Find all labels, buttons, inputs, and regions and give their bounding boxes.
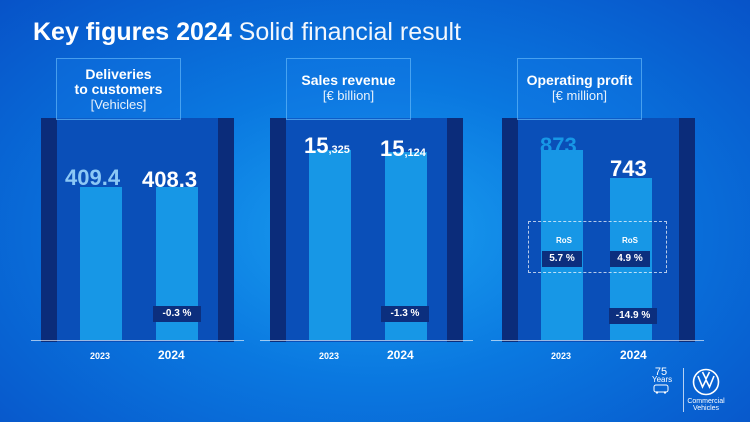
change-revenue: -1.3 % — [381, 306, 429, 322]
vw-logo-icon — [692, 368, 720, 396]
value-revenue-2023: 15,325 — [304, 133, 350, 159]
year-2023-profit: 2023 — [551, 351, 572, 361]
card-deliveries-unit: [Vehicles] — [90, 97, 147, 112]
card-revenue: Sales revenue [€ billion] — [286, 58, 411, 120]
value-revenue-2024-sub: ,124 — [404, 147, 426, 159]
year-2024-profit: 2024 — [620, 348, 647, 362]
value-deliveries-2023: 409.4 — [65, 165, 121, 190]
value-revenue-2024-main: 15 — [380, 136, 405, 161]
card-deliveries-line2: to customers — [74, 81, 163, 97]
panel-profit — [502, 118, 695, 342]
card-profit-heading: Operating profit — [526, 72, 633, 88]
brand-line2: Vehicles — [692, 405, 720, 412]
page-title: Key figures 2024 Solid financial result — [33, 18, 461, 47]
ros-value-2024: 4.9 % — [610, 251, 650, 267]
title-bold: Key figures 2024 — [33, 18, 232, 46]
ros-label-2024: RoS — [622, 236, 638, 245]
year-2023-revenue: 2023 — [319, 351, 340, 361]
panel-revenue — [270, 118, 463, 342]
card-revenue-heading: Sales revenue — [301, 72, 396, 88]
card-profit-unit: [€ million] — [552, 88, 607, 103]
anniversary-number: 75 — [654, 366, 668, 378]
brand-text: Commercial Vehicles — [686, 398, 726, 412]
value-revenue-2024: 15,124 — [380, 136, 426, 162]
brand-line1: Commercial — [687, 398, 725, 405]
value-profit-2023: 873 — [540, 133, 577, 158]
card-deliveries: Deliveries to customers [Vehicles] — [56, 58, 181, 120]
card-revenue-unit: [€ billion] — [322, 88, 375, 103]
year-2024-revenue: 2024 — [387, 348, 414, 362]
anniversary-word: Years — [652, 375, 673, 384]
ros-value-2023: 5.7 % — [542, 251, 582, 267]
value-deliveries-2024: 408.3 — [142, 167, 198, 192]
card-deliveries-line1: Deliveries — [85, 66, 152, 82]
van-icon — [653, 384, 669, 394]
panel-deliveries — [41, 118, 234, 342]
bar-profit-2023 — [541, 150, 583, 340]
card-profit: Operating profit [€ million] — [517, 58, 642, 120]
axis-deliveries — [31, 340, 244, 341]
anniversary-badge: 75 Years — [652, 366, 673, 396]
year-2023-deliveries: 2023 — [90, 351, 111, 361]
footer-divider — [683, 368, 684, 412]
title-light: Solid financial result — [238, 18, 462, 46]
bar-revenue-2023 — [309, 150, 351, 340]
change-profit: -14.9 % — [609, 308, 657, 324]
year-2024-deliveries: 2024 — [158, 348, 185, 362]
value-revenue-2023-sub: ,325 — [328, 144, 350, 156]
change-deliveries: -0.3 % — [153, 306, 201, 322]
axis-revenue — [260, 340, 473, 341]
bar-deliveries-2023 — [80, 187, 122, 340]
value-revenue-2023-main: 15 — [304, 133, 329, 158]
ros-label-2023: RoS — [556, 236, 572, 245]
ros-box — [528, 221, 667, 273]
axis-profit — [491, 340, 704, 341]
value-profit-2024: 743 — [610, 156, 647, 181]
